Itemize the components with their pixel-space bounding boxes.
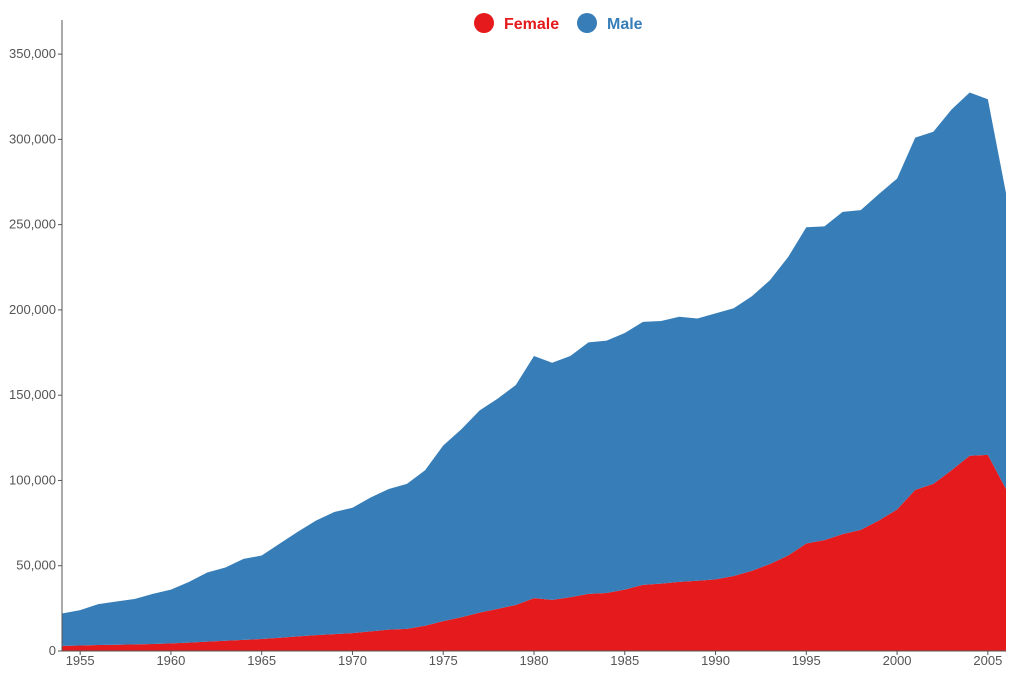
- x-tick-label: 2005: [973, 653, 1002, 668]
- legend-swatch-female: [474, 13, 494, 33]
- area-series-group: [62, 92, 1006, 651]
- x-tick-label: 1955: [66, 653, 95, 668]
- y-tick-label: 50,000: [16, 558, 56, 573]
- area-series-female: [62, 454, 1006, 651]
- x-tick-label: 1960: [156, 653, 185, 668]
- x-tick-label: 1995: [792, 653, 821, 668]
- y-tick-label: 350,000: [9, 46, 56, 61]
- x-tick-label: 1990: [701, 653, 730, 668]
- x-tick-label: 1980: [520, 653, 549, 668]
- x-tick-label: 1975: [429, 653, 458, 668]
- legend-label-female: Female: [504, 16, 559, 33]
- x-tick-label: 1985: [610, 653, 639, 668]
- y-axis-ticks: 0 50,000 100,000 150,000 200,000 250,000 300,0…: [9, 46, 62, 658]
- y-tick-label: 100,000: [9, 472, 56, 487]
- y-tick-label: 0: [49, 643, 56, 658]
- legend-label-male: Male: [607, 16, 643, 33]
- legend-item-male[interactable]: Male: [577, 13, 643, 33]
- x-tick-label: 1970: [338, 653, 367, 668]
- legend-swatch-male: [577, 13, 597, 33]
- x-axis-ticks: 1955 1960 1965 1970 1975 1980 1985 1990 1995 2000…: [66, 651, 1002, 668]
- legend[interactable]: Female Male: [474, 13, 643, 33]
- y-tick-label: 300,000: [9, 131, 56, 146]
- y-tick-label: 250,000: [9, 217, 56, 232]
- y-tick-label: 200,000: [9, 302, 56, 317]
- legend-item-female[interactable]: Female: [474, 13, 559, 33]
- x-tick-label: 1965: [247, 653, 276, 668]
- area-series-male: [62, 92, 1006, 646]
- x-tick-label: 2000: [883, 653, 912, 668]
- y-tick-label: 150,000: [9, 387, 56, 402]
